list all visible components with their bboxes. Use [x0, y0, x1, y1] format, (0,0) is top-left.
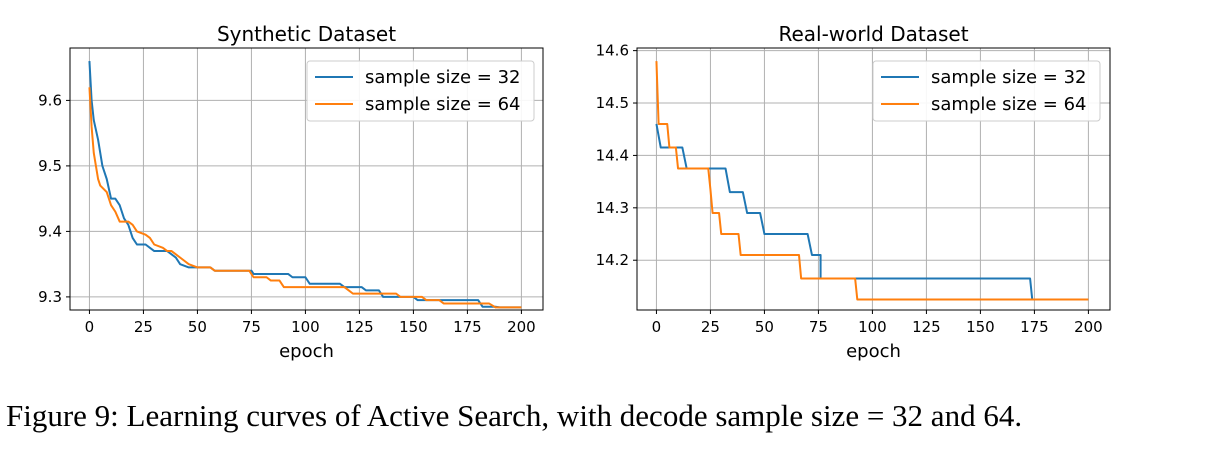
legend: sample size = 32 sample size = 64 — [306, 60, 535, 122]
y-tick-label: 14.3 — [596, 199, 629, 217]
x-tick-label: 0 — [652, 318, 662, 336]
y-tick-label: 9.6 — [38, 91, 62, 109]
series-line-sample-size-64 — [88, 87, 522, 309]
legend-label: sample size = 64 — [365, 94, 521, 115]
y-tick-label: 14.4 — [596, 146, 629, 164]
x-tick-label: 0 — [85, 318, 95, 336]
series-line-sample-size-64 — [655, 61, 1089, 301]
plot-frame — [69, 47, 544, 311]
x-tick-label: 175 — [1020, 318, 1049, 336]
x-tick-label: 25 — [701, 318, 720, 336]
legend-box — [306, 60, 535, 122]
x-tick-label: 100 — [858, 318, 887, 336]
x-tick-label: 200 — [507, 318, 536, 336]
y-tick-label: 14.5 — [596, 94, 629, 112]
chart-title: Real-world Dataset — [778, 22, 968, 46]
y-tick-label: 14.6 — [596, 42, 629, 60]
x-tick-label: 150 — [399, 318, 428, 336]
y-tick-label: 9.3 — [38, 288, 62, 306]
x-tick-label: 75 — [242, 318, 261, 336]
x-tick-label: 175 — [453, 318, 482, 336]
y-tick-label: 9.4 — [38, 222, 62, 240]
x-tick-label: 150 — [966, 318, 995, 336]
x-tick-label: 125 — [345, 318, 374, 336]
legend-label: sample size = 32 — [931, 67, 1087, 88]
x-tick-label: 50 — [755, 318, 774, 336]
chart-synthetic-dataset: 0 25 50 75 100 125 150 175 200 9.3 9.4 9.5 9.6 Synthe… — [38, 22, 544, 362]
y-tick-label: 9.5 — [38, 157, 62, 175]
chart-real-world-dataset: 0 25 50 75 100 125 150 175 200 14.2 14.3 14.4 14.5 14… — [596, 22, 1111, 362]
legend-label: sample size = 64 — [931, 94, 1087, 115]
legend: sample size = 32 sample size = 64 — [872, 60, 1101, 122]
chart-title: Synthetic Dataset — [217, 22, 396, 46]
figure-caption: Figure 9: Learning curves of Active Sear… — [6, 398, 1023, 433]
x-tick-label: 125 — [912, 318, 941, 336]
x-tick-label: 25 — [134, 318, 153, 336]
y-tick-label: 14.2 — [596, 251, 629, 269]
legend-label: sample size = 32 — [365, 67, 521, 88]
x-tick-label: 100 — [291, 318, 320, 336]
legend-box — [872, 60, 1101, 122]
x-tick-label: 200 — [1074, 318, 1103, 336]
x-tick-label: 50 — [188, 318, 207, 336]
x-tick-label: 75 — [809, 318, 828, 336]
x-axis-label: epoch — [279, 341, 334, 362]
x-axis-label: epoch — [846, 341, 901, 362]
plot-frame — [636, 47, 1111, 311]
